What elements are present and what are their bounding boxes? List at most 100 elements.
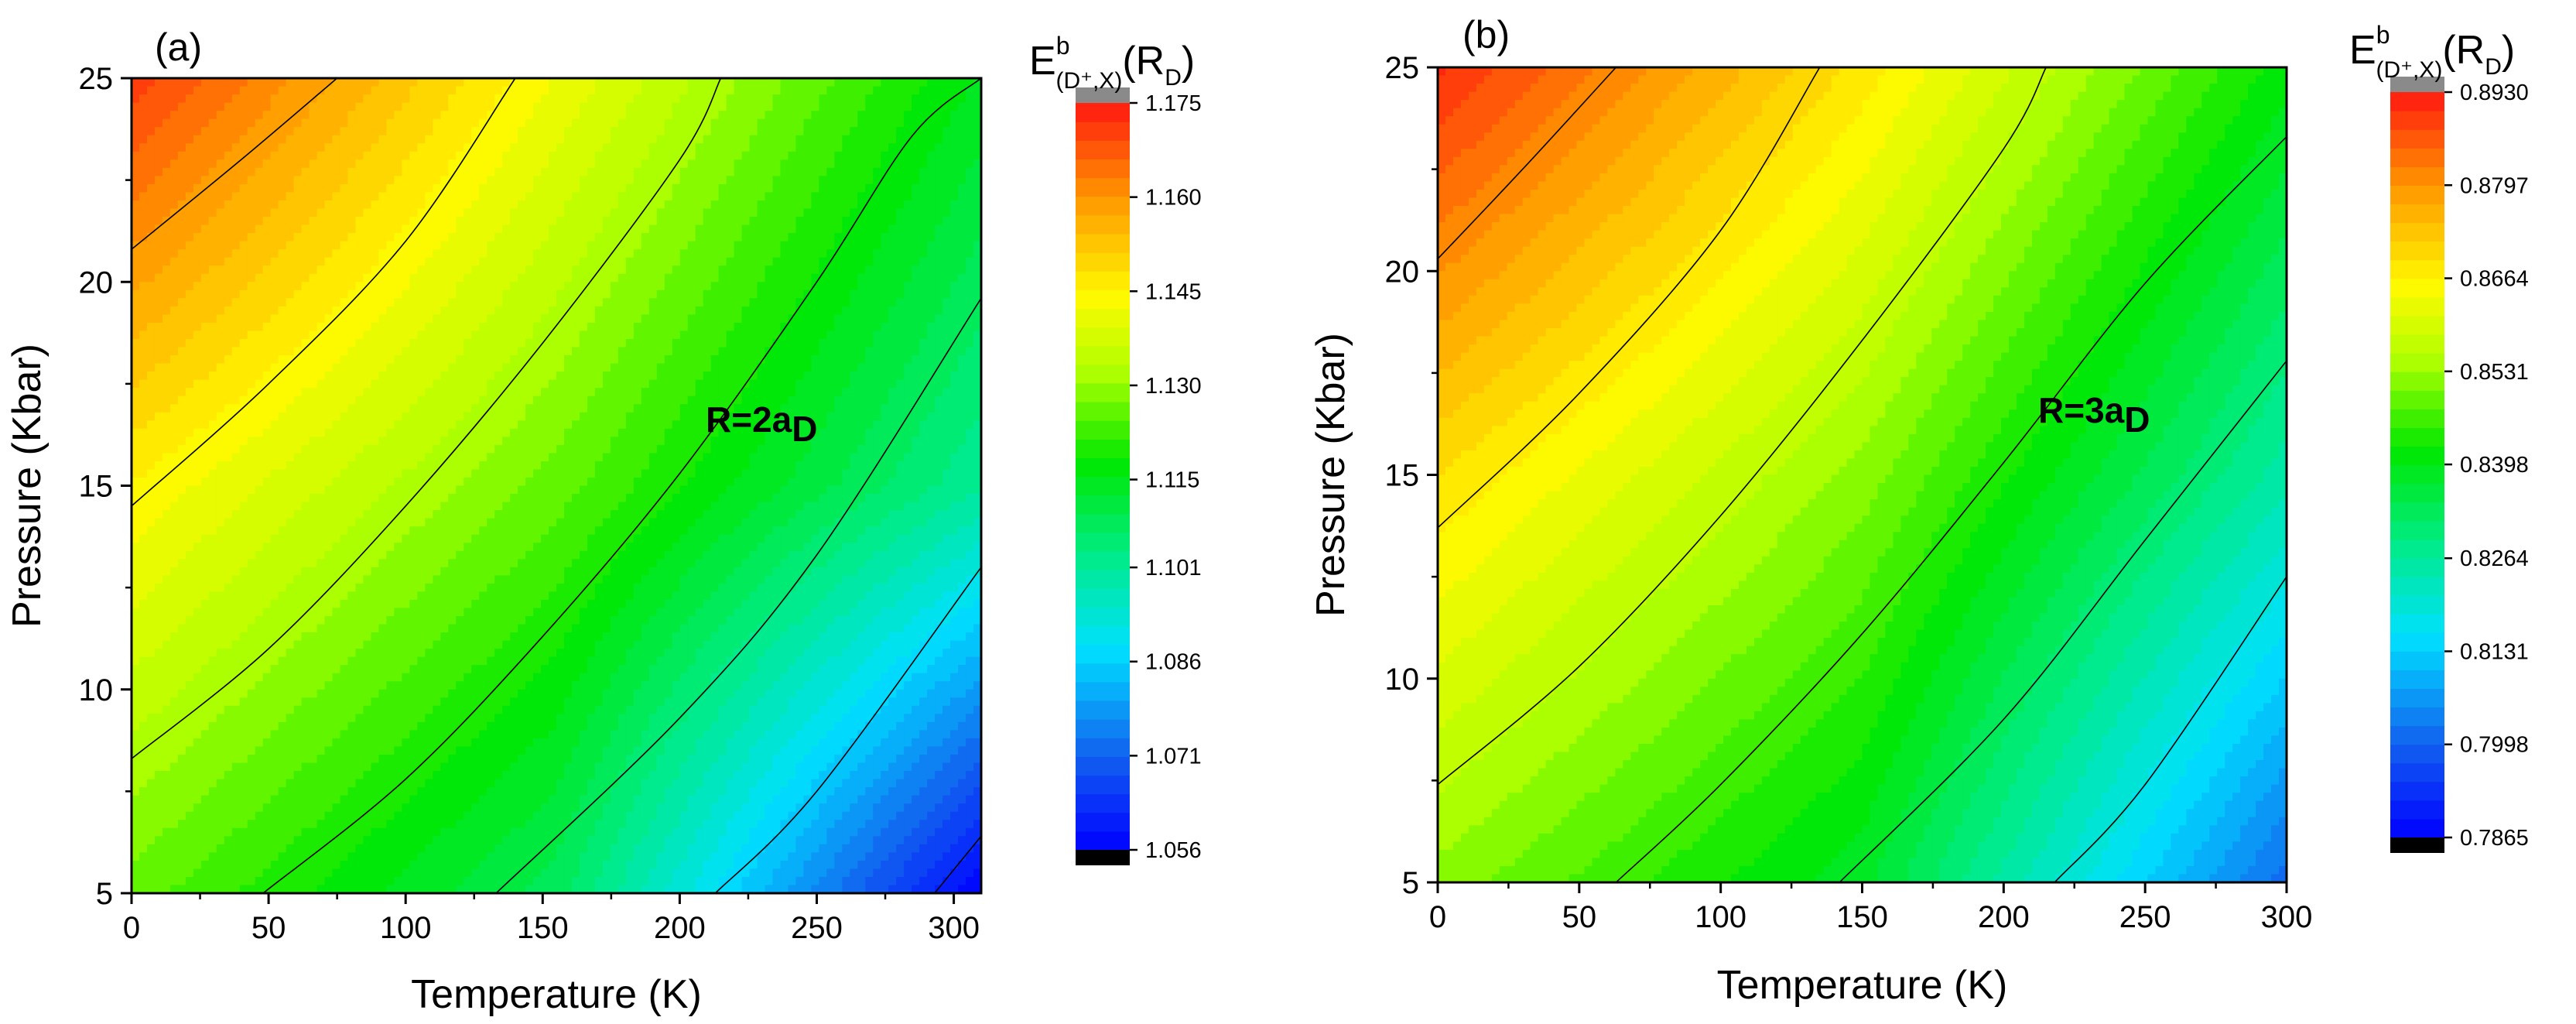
heatmap-cell — [973, 372, 981, 381]
heatmap-cell — [749, 306, 758, 315]
heatmap-cell — [409, 143, 418, 152]
heatmap-cell — [556, 217, 565, 226]
heatmap-cell — [464, 249, 472, 259]
heatmap-cell — [958, 428, 966, 437]
heatmap-cell — [571, 127, 580, 136]
heatmap-cell — [502, 241, 511, 250]
heatmap-cell — [587, 86, 596, 95]
heatmap-cell — [695, 257, 704, 266]
heatmap-cell — [594, 217, 604, 226]
heatmap-cell — [935, 372, 943, 381]
heatmap-cell — [193, 282, 202, 291]
heatmap-cell — [386, 224, 395, 234]
heatmap-cell — [664, 289, 673, 299]
heatmap-cell — [286, 102, 295, 111]
heatmap-cell — [433, 249, 441, 259]
heatmap-cell — [371, 420, 380, 430]
heatmap-cell — [340, 118, 349, 128]
heatmap-cell — [741, 363, 751, 372]
heatmap-cell — [239, 379, 248, 389]
heatmap-cell — [185, 208, 194, 217]
heatmap-cell — [942, 322, 951, 332]
heatmap-cell — [563, 167, 573, 176]
heatmap-cell — [687, 379, 696, 389]
heatmap-cell — [386, 273, 395, 283]
heatmap-cell — [224, 306, 233, 315]
heatmap-cell — [772, 176, 782, 185]
heatmap-cell — [185, 143, 194, 152]
heatmap-cell — [355, 233, 364, 242]
heatmap-cell — [873, 224, 881, 234]
heatmap-cell — [378, 86, 387, 95]
heatmap-cell — [602, 298, 611, 307]
heatmap-cell — [340, 86, 349, 95]
heatmap-cell — [625, 388, 635, 397]
heatmap-cell — [494, 86, 503, 95]
heatmap-cell — [888, 379, 897, 389]
heatmap-cell — [286, 233, 295, 242]
heatmap-cell — [355, 282, 364, 291]
heatmap-cell — [464, 233, 472, 242]
heatmap-cell — [394, 322, 402, 332]
heatmap-cell — [262, 289, 272, 299]
heatmap-cell — [200, 167, 210, 176]
heatmap-cell — [224, 437, 233, 446]
heatmap-cell — [579, 289, 588, 299]
heatmap-cell — [262, 314, 272, 324]
heatmap-cell — [594, 363, 604, 372]
heatmap-cell — [456, 437, 464, 446]
heatmap-cell — [610, 420, 619, 430]
heatmap-cell — [826, 151, 835, 160]
heatmap-cell — [842, 94, 850, 104]
heatmap-cell — [579, 412, 588, 421]
heatmap-cell — [695, 200, 704, 210]
heatmap-cell — [487, 363, 495, 372]
heatmap-cell — [664, 298, 673, 307]
heatmap-cell — [571, 355, 580, 365]
heatmap-cell — [231, 338, 241, 348]
heatmap-cell — [594, 233, 604, 242]
heatmap-cell — [826, 224, 835, 234]
heatmap-cell — [942, 306, 951, 315]
heatmap-cell — [749, 217, 758, 226]
heatmap-cell — [208, 428, 217, 437]
heatmap-cell — [958, 388, 966, 397]
heatmap-cell — [703, 322, 712, 332]
heatmap-cell — [726, 183, 735, 193]
heatmap-cell — [935, 306, 943, 315]
heatmap-cell — [471, 306, 480, 315]
heatmap-cell — [456, 111, 464, 120]
heatmap-cell — [726, 379, 735, 389]
heatmap-cell — [757, 94, 766, 104]
heatmap-cell — [502, 200, 511, 210]
heatmap-cell — [363, 143, 372, 152]
heatmap-cell — [881, 78, 889, 87]
heatmap-cell — [378, 241, 387, 250]
heatmap-cell — [579, 314, 588, 324]
heatmap-cell — [826, 314, 835, 324]
heatmap-cell — [169, 127, 179, 136]
heatmap-cell — [594, 412, 604, 421]
heatmap-cell — [912, 404, 920, 413]
heatmap-cell — [617, 176, 627, 185]
heatmap-cell — [456, 151, 464, 160]
heatmap-cell — [363, 257, 372, 266]
heatmap-cell — [479, 372, 487, 381]
heatmap-cell — [132, 151, 140, 160]
heatmap-cell — [417, 192, 426, 201]
heatmap-cell — [533, 135, 542, 144]
heatmap-cell — [433, 355, 441, 365]
heatmap-cell — [819, 298, 827, 307]
heatmap-cell — [780, 78, 789, 87]
heatmap-cell — [703, 135, 712, 144]
heatmap-cell — [602, 183, 611, 193]
heatmap-cell — [402, 404, 410, 413]
heatmap-cell — [873, 265, 881, 275]
heatmap-cell — [355, 444, 364, 454]
heatmap-cell — [471, 404, 480, 413]
heatmap-cell — [309, 363, 318, 372]
heatmap-cell — [795, 118, 805, 128]
heatmap-cell — [857, 224, 866, 234]
heatmap-cell — [132, 78, 140, 87]
heatmap-cell — [912, 102, 920, 111]
